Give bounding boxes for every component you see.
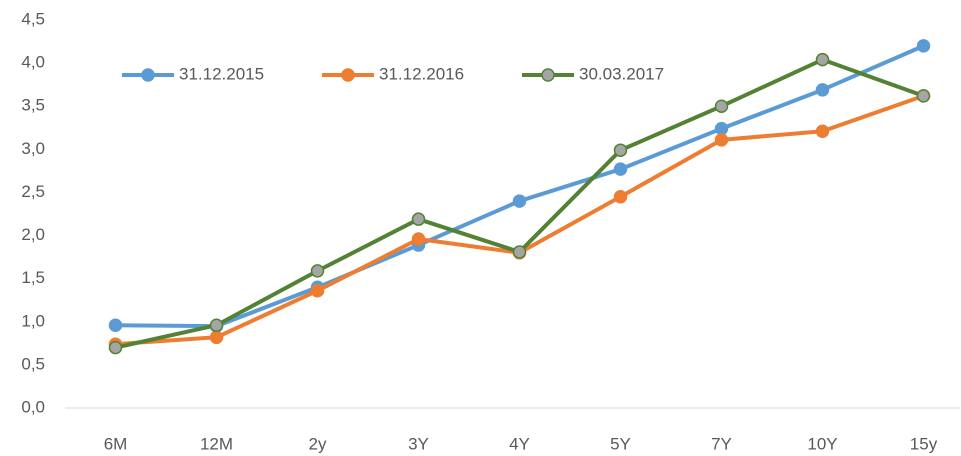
point [108,340,123,355]
y-tick-label: 3,5 [21,96,45,115]
y-tick-label: 4,5 [21,9,45,28]
series-line [115,93,925,347]
legend-label: 31.12.2016 [379,64,464,83]
point [310,283,325,298]
point [714,133,729,147]
legend-marker [341,68,355,82]
y-tick-label: 1,0 [21,311,45,330]
point [310,264,325,278]
x-tick-label: 12M [200,434,233,453]
point [815,124,830,138]
y-tick-label: 0,0 [21,397,45,416]
x-tick-label: 10Y [807,434,837,453]
y-tick-label: 2,0 [21,225,45,244]
point [209,330,224,345]
series-line [115,44,925,329]
y-tick-label: 4,0 [21,53,45,72]
point [209,318,224,332]
legend-marker [141,68,155,82]
point [613,143,628,157]
x-tick-label: 3Y [408,434,429,453]
point [916,89,931,103]
point [411,212,426,226]
y-tick-label: 3,0 [21,139,45,158]
point [714,121,729,136]
x-tick-label: 4Y [509,434,530,453]
x-tick-label: 5Y [610,434,631,453]
legend-marker [541,68,555,82]
point [714,99,729,113]
x-tick-label: 2y [309,434,327,453]
legend-label: 30.03.2017 [579,64,664,83]
point [916,39,931,53]
y-tick-label: 1,5 [21,268,45,287]
y-tick-label: 0,5 [21,354,45,373]
x-tick-label: 7Y [711,434,732,453]
point [512,245,527,259]
y-tick-label: 2,5 [21,182,45,201]
legend-label: 31.12.2015 [179,64,264,83]
point [411,232,426,246]
x-tick-label: 6M [104,434,128,453]
point [108,318,123,332]
x-tick-label: 15y [910,434,938,453]
point [613,190,628,204]
point [613,162,628,176]
point [815,83,830,97]
point [815,52,830,67]
point [512,194,527,208]
